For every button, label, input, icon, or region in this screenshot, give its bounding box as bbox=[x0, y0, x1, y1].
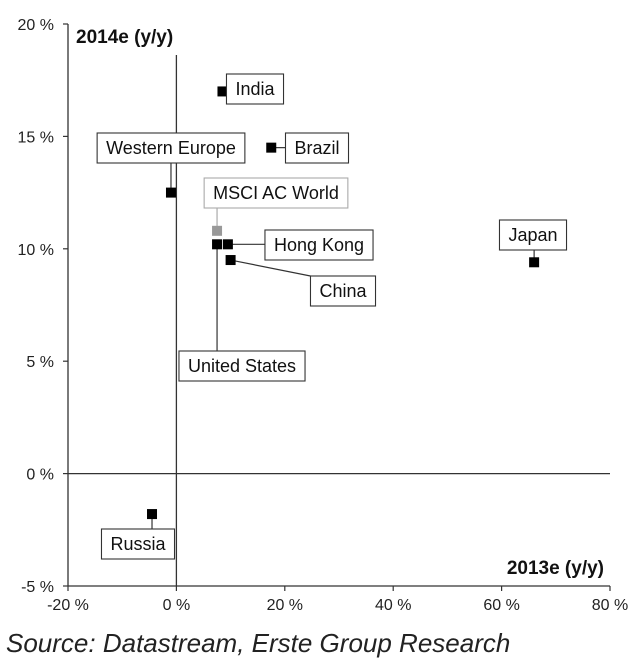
data-point-russia bbox=[147, 509, 158, 520]
data-point-japan bbox=[529, 257, 540, 268]
x-tick-label: 0 % bbox=[163, 597, 191, 614]
y-tick-label: 20 % bbox=[18, 17, 54, 34]
data-point-china bbox=[225, 255, 236, 266]
point-label-japan: Japan bbox=[508, 225, 557, 245]
point-label-hong-kong: Hong Kong bbox=[274, 235, 364, 255]
y-tick-label: -5 % bbox=[21, 579, 54, 596]
x-tick-label: 80 % bbox=[592, 597, 628, 614]
data-point-india bbox=[217, 86, 228, 97]
point-label-china: China bbox=[319, 281, 367, 301]
data-points bbox=[147, 86, 540, 520]
y-tick-label: 5 % bbox=[26, 354, 54, 371]
x-axis-title: 2013e (y/y) bbox=[507, 558, 604, 579]
x-tick-label: 60 % bbox=[483, 597, 519, 614]
point-label-india: India bbox=[235, 79, 275, 99]
point-label-russia: Russia bbox=[110, 534, 166, 554]
point-label-box-hong-kong bbox=[264, 229, 374, 261]
y-tick-label: 15 % bbox=[18, 129, 54, 146]
data-point-brazil bbox=[266, 142, 277, 153]
y-tick-label: 0 % bbox=[26, 467, 54, 484]
point-label-box-united-states bbox=[178, 350, 306, 382]
x-tick-label: 20 % bbox=[267, 597, 303, 614]
point-label-box-brazil bbox=[284, 132, 350, 164]
data-point-united-states bbox=[212, 239, 223, 250]
x-tick-label: -20 % bbox=[47, 597, 89, 614]
point-label-box-western-europe bbox=[96, 132, 246, 164]
point-label-box-msci-ac-world bbox=[203, 177, 349, 209]
data-point-hong-kong bbox=[222, 239, 233, 250]
source-note: Source: Datastream, Erste Group Research bbox=[6, 628, 511, 658]
scatter-chart: -5 % 0 % 5 % 10 % 15 % 20 % -20 % 0 % 20 % 40 % 60… bbox=[18, 17, 629, 614]
point-label-western-europe: Western Europe bbox=[106, 138, 236, 158]
axes bbox=[63, 23, 611, 591]
x-tick-label: 40 % bbox=[375, 597, 411, 614]
point-label-box-china bbox=[309, 275, 377, 307]
point-label-box-japan bbox=[498, 219, 568, 251]
point-label-box-russia bbox=[100, 528, 176, 560]
leader-line-china bbox=[230, 259, 311, 277]
point-labels: India Brazil Western Europe MSCI AC World Ho… bbox=[96, 73, 568, 560]
point-label-brazil: Brazil bbox=[294, 138, 339, 158]
data-point-western-europe bbox=[165, 187, 176, 198]
point-label-msci-ac-world: MSCI AC World bbox=[213, 183, 339, 203]
tick-labels: -5 % 0 % 5 % 10 % 15 % 20 % -20 % 0 % 20 % 40 % 60… bbox=[18, 17, 629, 614]
point-label-united-states: United States bbox=[188, 356, 296, 376]
y-axis-title: 2014e (y/y) bbox=[76, 27, 173, 48]
data-point-msci-ac-world bbox=[212, 225, 223, 236]
y-tick-label: 10 % bbox=[18, 242, 54, 259]
point-label-box-india bbox=[225, 73, 285, 105]
